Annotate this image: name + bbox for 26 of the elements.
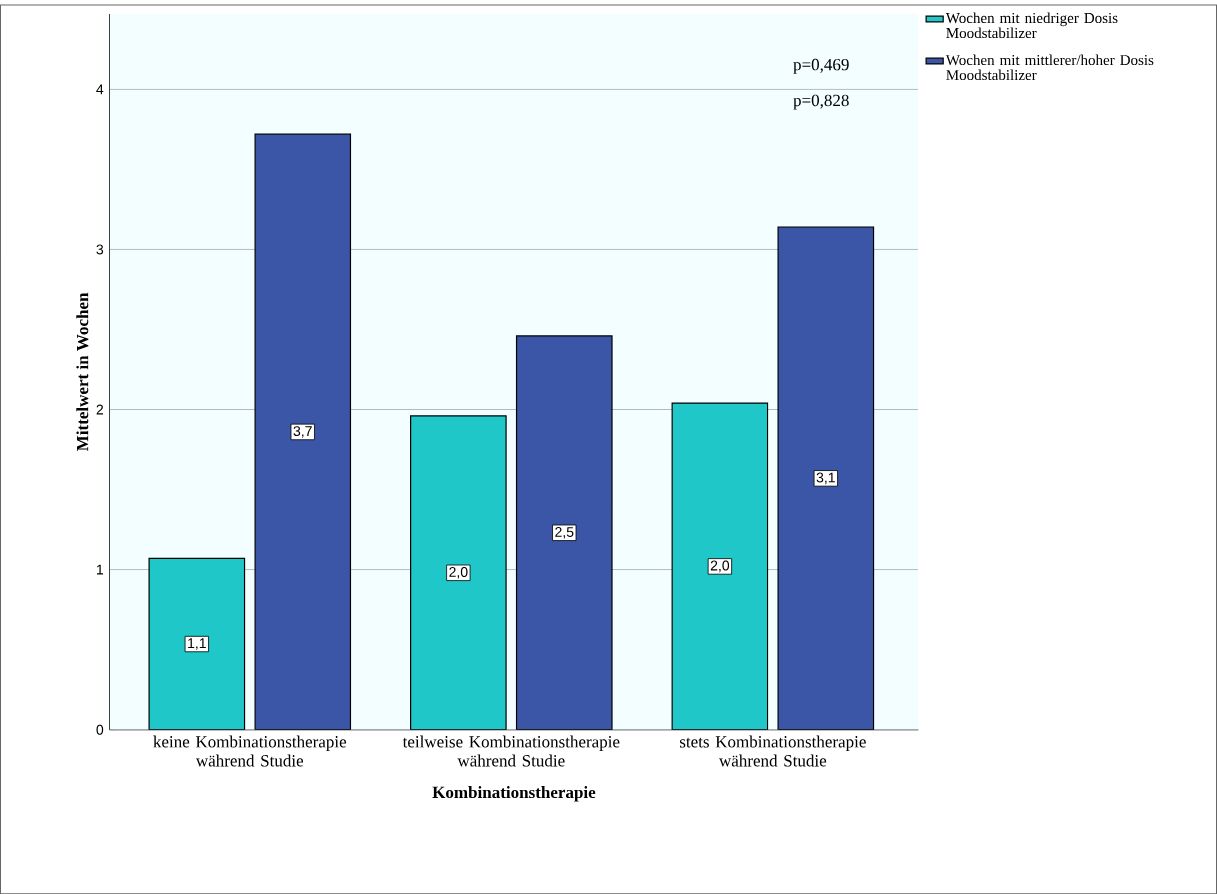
y-tick-label: 4 xyxy=(96,84,104,95)
data-label: 3,7 xyxy=(293,425,312,438)
bar xyxy=(516,335,612,730)
bar xyxy=(777,226,875,730)
data-label: 2,0 xyxy=(710,560,730,573)
x-tick-label: teilweise Kombinationstherapie während Studie xyxy=(402,735,620,767)
y-axis-title: Mittelwert in Wochen xyxy=(76,292,89,451)
annotation: p=0,469 xyxy=(793,58,849,74)
annotation: p=0,828 xyxy=(793,94,849,110)
x-tick-label: stets Kombinationstherapie während Studie xyxy=(679,735,866,767)
legend-label: Wochen mit niedriger Dosis Moodstabilizer xyxy=(945,12,1118,38)
data-label: 1,1 xyxy=(188,638,206,650)
y-tick-label: 2 xyxy=(96,404,104,415)
bar xyxy=(671,402,769,730)
legend-label: Wochen mit mittlerer/hoher Dosis Moodstabilizer xyxy=(945,54,1154,80)
y-tick-label: 3 xyxy=(96,244,104,255)
data-label: 2,5 xyxy=(555,526,574,539)
x-axis-title: Kombinationstherapie xyxy=(432,785,596,802)
x-tick-label: keine Kombinationstherapie während Studie xyxy=(153,735,347,767)
bar xyxy=(149,558,245,730)
bar xyxy=(255,134,351,730)
data-label: 2,0 xyxy=(449,566,468,579)
data-label: 3,1 xyxy=(816,472,835,484)
bar xyxy=(410,415,507,730)
y-tick-label: 0 xyxy=(96,724,104,735)
y-tick-label: 1 xyxy=(97,564,104,575)
